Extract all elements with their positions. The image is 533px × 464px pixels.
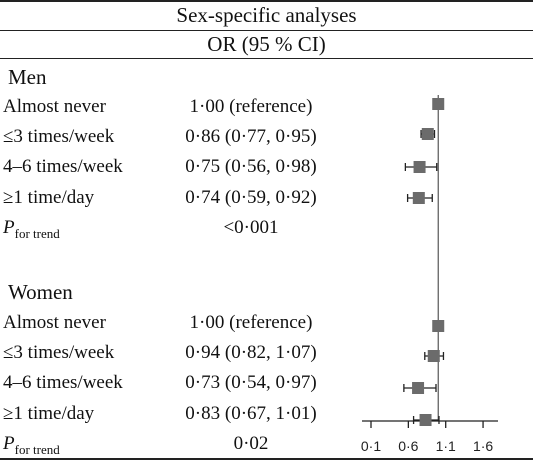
row-or-ci: 1·00 (reference)	[189, 96, 313, 117]
top-rule	[0, 0, 533, 2]
row-label: ≤3 times/week	[3, 342, 115, 363]
or-marker	[432, 320, 445, 332]
p-trend-value: 0·02	[233, 433, 269, 454]
or-marker	[412, 382, 425, 394]
group-label-men: Men	[8, 65, 47, 89]
column-header-or: OR (95 % CI)	[207, 32, 326, 56]
row-or-ci: 0·94 (0·82, 1·07)	[185, 342, 317, 363]
row-label: 4–6 times/week	[3, 372, 123, 393]
or-marker	[413, 161, 426, 173]
x-axis-tick-label: 1·6	[473, 438, 493, 454]
x-axis-tick-label: 0·1	[361, 438, 381, 454]
row-or-ci: 0·73 (0·54, 0·97)	[185, 372, 317, 393]
row-label: ≥1 time/day	[3, 403, 95, 424]
bottom-rule	[0, 458, 533, 460]
table-title: Sex-specific analyses	[176, 3, 357, 27]
row-or-ci: 1·00 (reference)	[189, 312, 313, 333]
p-trend-label: Pfor trend	[3, 217, 60, 240]
row-label: Almost never	[3, 96, 106, 117]
row-or-ci: 0·86 (0·77, 0·95)	[185, 126, 317, 147]
header-rule	[0, 30, 533, 31]
p-trend-label: Pfor trend	[3, 433, 60, 456]
p-symbol: P	[3, 217, 15, 238]
or-marker	[421, 128, 434, 140]
x-axis-tick-label: 1·1	[436, 438, 456, 454]
row-or-ci: 0·74 (0·59, 0·92)	[185, 187, 317, 208]
or-marker	[419, 414, 432, 426]
row-label: Almost never	[3, 312, 106, 333]
x-axis-tick-label: 0·6	[398, 438, 418, 454]
or-marker	[427, 350, 440, 362]
row-or-ci: 0·75 (0·56, 0·98)	[185, 156, 317, 177]
or-marker	[432, 98, 445, 110]
row-label: 4–6 times/week	[3, 156, 123, 177]
row-label: ≥1 time/day	[3, 187, 95, 208]
p-trend-subscript: for trend	[14, 442, 60, 457]
row-or-ci: 0·83 (0·67, 1·01)	[185, 403, 317, 424]
group-label-women: Women	[8, 280, 73, 304]
or-marker	[412, 192, 425, 204]
row-label: ≤3 times/week	[3, 126, 115, 147]
p-trend-value: <0·001	[223, 217, 279, 238]
subheader-rule	[0, 58, 533, 59]
p-trend-subscript: for trend	[14, 226, 60, 241]
p-symbol: P	[3, 433, 15, 454]
